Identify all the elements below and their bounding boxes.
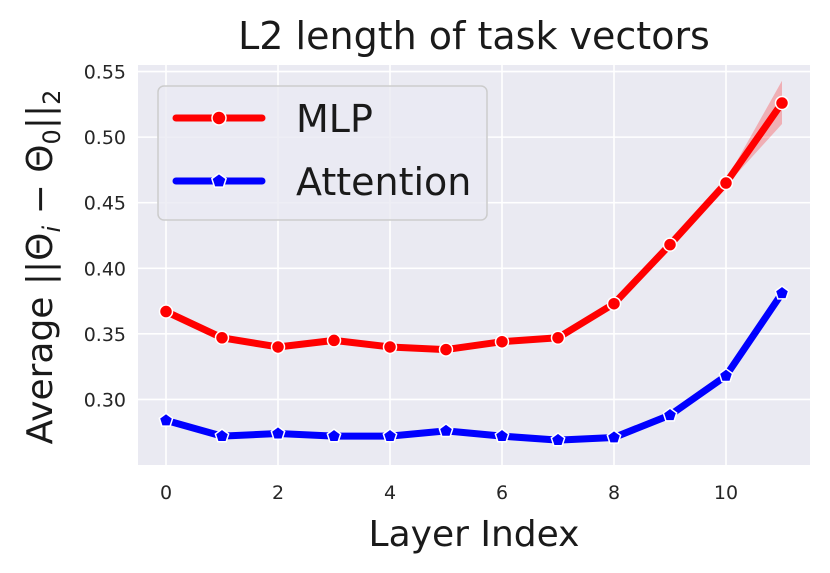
line-attention <box>162 289 786 444</box>
point-mlp <box>326 333 342 348</box>
point-mlp <box>158 304 174 319</box>
y-axis-label-sub-0: 0 <box>38 129 66 144</box>
point-attention <box>662 407 678 422</box>
legend-marker-attention <box>210 172 228 188</box>
y-axis-label: Average ||Θi − Θ0||2 <box>20 90 66 445</box>
y-axis-label-middle: − Θ <box>20 144 61 225</box>
x-axis-label: Layer Index <box>369 514 580 555</box>
y-tick-label: 0.55 <box>84 62 126 84</box>
series-lines <box>162 99 786 444</box>
point-mlp <box>270 339 286 355</box>
y-tick-label: 0.50 <box>84 127 126 149</box>
legend-label-mlp: MLP <box>296 97 373 141</box>
line-mlp <box>162 99 786 354</box>
point-mlp <box>606 296 622 311</box>
y-tick-label: 0.45 <box>84 193 126 215</box>
point-mlp <box>662 237 678 252</box>
y-tick-label: 0.30 <box>84 389 126 411</box>
point-attention <box>214 428 230 443</box>
point-attention <box>606 429 622 444</box>
point-attention <box>550 432 566 447</box>
point-mlp <box>774 95 790 111</box>
point-mlp <box>438 342 454 357</box>
point-attention <box>438 422 454 438</box>
legend-marker-mlp <box>211 110 227 126</box>
point-attention <box>158 412 174 427</box>
point-mlp <box>494 334 510 349</box>
point-attention <box>270 425 286 440</box>
point-attention <box>774 285 790 300</box>
chart-title: L2 length of task vectors <box>238 14 710 58</box>
x-tick-label: 2 <box>272 482 284 504</box>
x-tick-label: 6 <box>496 482 508 504</box>
y-axis-label-prefix: Average ||Θ <box>20 233 61 445</box>
series-markers <box>158 95 790 447</box>
y-axis-label-suffix: || <box>20 105 61 129</box>
y-tick-label: 0.40 <box>84 258 126 280</box>
point-mlp <box>550 330 566 346</box>
legend: MLP Attention <box>157 85 488 221</box>
x-tick-label: 8 <box>608 482 620 504</box>
point-mlp <box>382 339 398 355</box>
point-attention <box>494 428 510 443</box>
point-mlp <box>214 330 230 346</box>
point-attention <box>718 367 734 383</box>
x-tick-label: 4 <box>384 482 396 504</box>
point-mlp <box>718 175 734 191</box>
y-axis-label-sub-2: 2 <box>38 90 66 105</box>
y-tick-labels: 0.30 0.35 0.40 0.45 0.50 0.55 <box>84 62 126 412</box>
legend-label-attention: Attention <box>296 160 471 204</box>
y-axis-label-sub-i: i <box>38 226 66 233</box>
point-attention <box>382 428 398 443</box>
x-tick-labels: 0 2 4 6 8 10 <box>160 482 738 504</box>
point-attention <box>326 428 342 443</box>
y-tick-label: 0.35 <box>84 324 126 346</box>
x-tick-label: 10 <box>714 482 738 504</box>
x-tick-label: 0 <box>160 482 172 504</box>
